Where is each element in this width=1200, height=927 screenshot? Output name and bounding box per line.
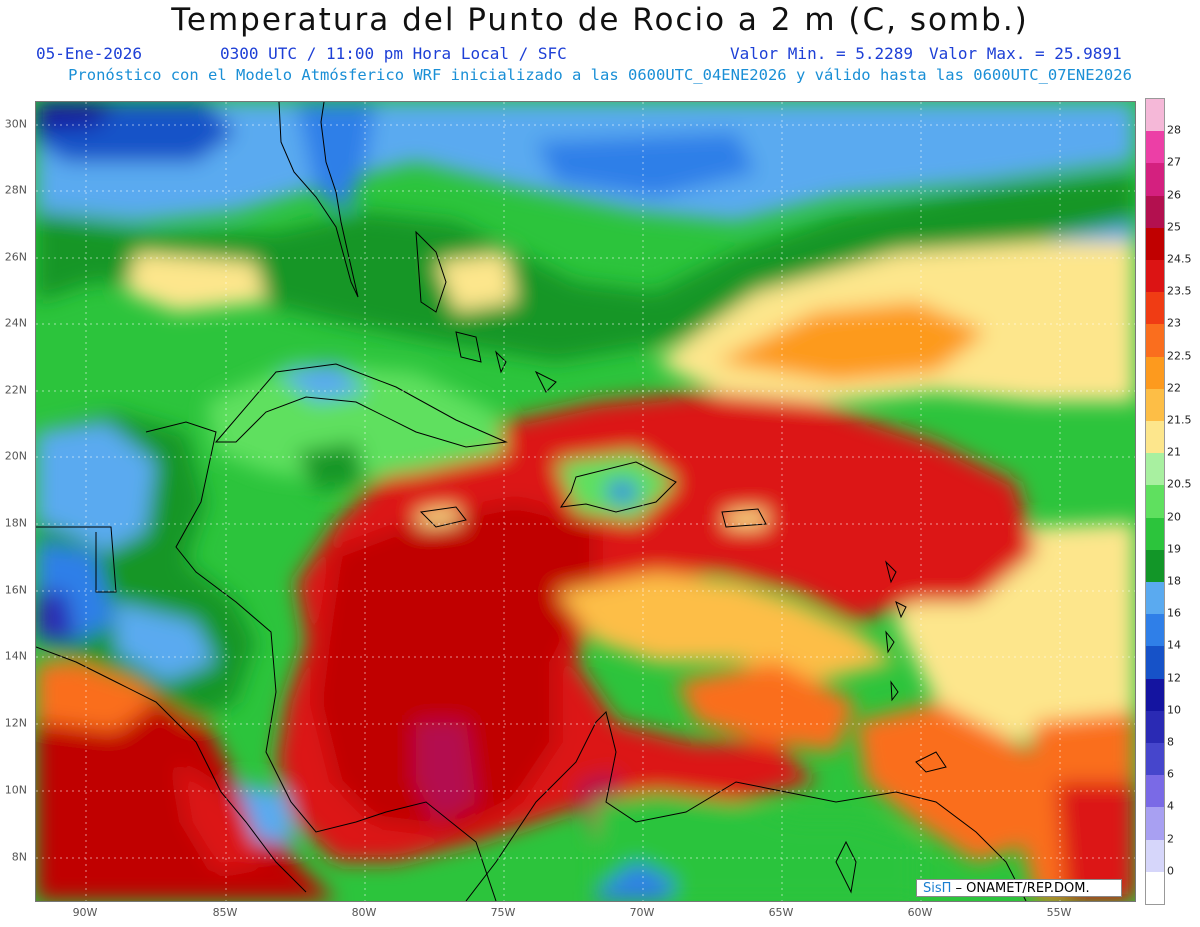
color-scale-label: 22.5 (1167, 349, 1192, 363)
lat-label: 14N (4, 649, 27, 663)
color-scale-label: 21 (1167, 445, 1181, 459)
color-scale-label: 19 (1167, 542, 1181, 556)
color-scale-label: 14 (1167, 638, 1181, 652)
color-scale-segment (1146, 743, 1164, 776)
color-scale-label: 27 (1167, 155, 1181, 169)
lat-label: 8N (11, 850, 27, 864)
credit-text: – ONAMET/REP.DOM. (951, 881, 1090, 896)
color-scale-label: 0 (1167, 864, 1174, 878)
forecast-time: 0300 UTC / 11:00 pm Hora Local / SFC (220, 44, 567, 63)
color-scale-label: 6 (1167, 767, 1174, 781)
color-scale-label: 23 (1167, 316, 1181, 330)
color-scale-label: 21.5 (1167, 413, 1192, 427)
color-scale-label: 24.5 (1167, 252, 1192, 266)
lat-label: 24N (4, 316, 27, 330)
lat-label: 18N (4, 516, 27, 530)
color-scale-segment (1146, 807, 1164, 841)
color-scale-segment (1146, 388, 1164, 422)
lat-label: 30N (4, 117, 27, 131)
color-scale-segment (1146, 710, 1164, 744)
color-scale-segment (1146, 453, 1164, 486)
color-scale-segment (1146, 646, 1164, 680)
color-scale-label: 12 (1167, 671, 1181, 685)
color-scale-segment (1146, 195, 1164, 229)
color-scale-segment (1146, 549, 1164, 583)
color-scale-label: 8 (1167, 735, 1174, 749)
map-title: Temperatura del Punto de Rocio a 2 m (C,… (171, 2, 1029, 38)
color-scale-segment (1146, 614, 1164, 647)
color-scale-label: 20.5 (1167, 477, 1192, 491)
color-scale-segment (1146, 324, 1164, 358)
color-scale-label: 22 (1167, 381, 1181, 395)
max-value: Valor Max. = 25.9891 (929, 44, 1122, 63)
lat-label: 16N (4, 583, 27, 597)
color-scale-label: 16 (1167, 606, 1181, 620)
color-scale-segment (1146, 99, 1164, 132)
color-scale-segment (1146, 678, 1164, 712)
color-scale-segment (1146, 421, 1164, 454)
color-scale-segment (1146, 485, 1164, 519)
forecast-date: 05-Ene-2026 (36, 44, 142, 63)
lon-label: 65W (768, 906, 794, 919)
lat-label: 10N (4, 783, 27, 797)
color-scale-bar (1145, 98, 1165, 905)
lon-label: 80W (351, 906, 377, 919)
lon-label: 55W (1046, 906, 1072, 919)
color-scale-label: 4 (1167, 799, 1174, 813)
color-scale-label: 28 (1167, 123, 1181, 137)
color-scale-segment (1146, 839, 1164, 873)
color-scale-segment (1146, 871, 1164, 905)
color-scale-segment (1146, 227, 1164, 261)
color-scale-segment (1146, 292, 1164, 325)
color-scale-segment (1146, 517, 1164, 551)
color-scale-segment (1146, 775, 1164, 808)
color-scale-segment (1146, 260, 1164, 293)
lat-label: 28N (4, 183, 27, 197)
color-scale-label: 10 (1167, 703, 1181, 717)
lon-label: 75W (490, 906, 516, 919)
color-scale-label: 18 (1167, 574, 1181, 588)
color-scale-label: 20 (1167, 510, 1181, 524)
lat-label: 22N (4, 383, 27, 397)
min-value: Valor Min. = 5.2289 (730, 44, 914, 63)
lon-label: 90W (72, 906, 98, 919)
lon-label: 70W (629, 906, 655, 919)
credit-badge: SisΠ – ONAMET/REP.DOM. (916, 879, 1122, 897)
dewpoint-map (35, 101, 1136, 902)
lat-label: 26N (4, 250, 27, 264)
lon-label: 85W (212, 906, 238, 919)
color-scale-segment (1146, 582, 1164, 615)
color-scale-label: 25 (1167, 220, 1181, 234)
sistpi-logo: SisΠ (923, 881, 952, 896)
color-scale-label: 23.5 (1167, 284, 1192, 298)
lat-label: 12N (4, 716, 27, 730)
color-scale-segment (1146, 163, 1164, 197)
color-scale-segment (1146, 356, 1164, 390)
color-scale-label: 2 (1167, 832, 1174, 846)
lat-label: 20N (4, 449, 27, 463)
color-scale-label: 26 (1167, 188, 1181, 202)
forecast-note: Pronóstico con el Modelo Atmósferico WRF… (68, 66, 1132, 84)
color-scale-segment (1146, 131, 1164, 164)
lon-label: 60W (907, 906, 933, 919)
